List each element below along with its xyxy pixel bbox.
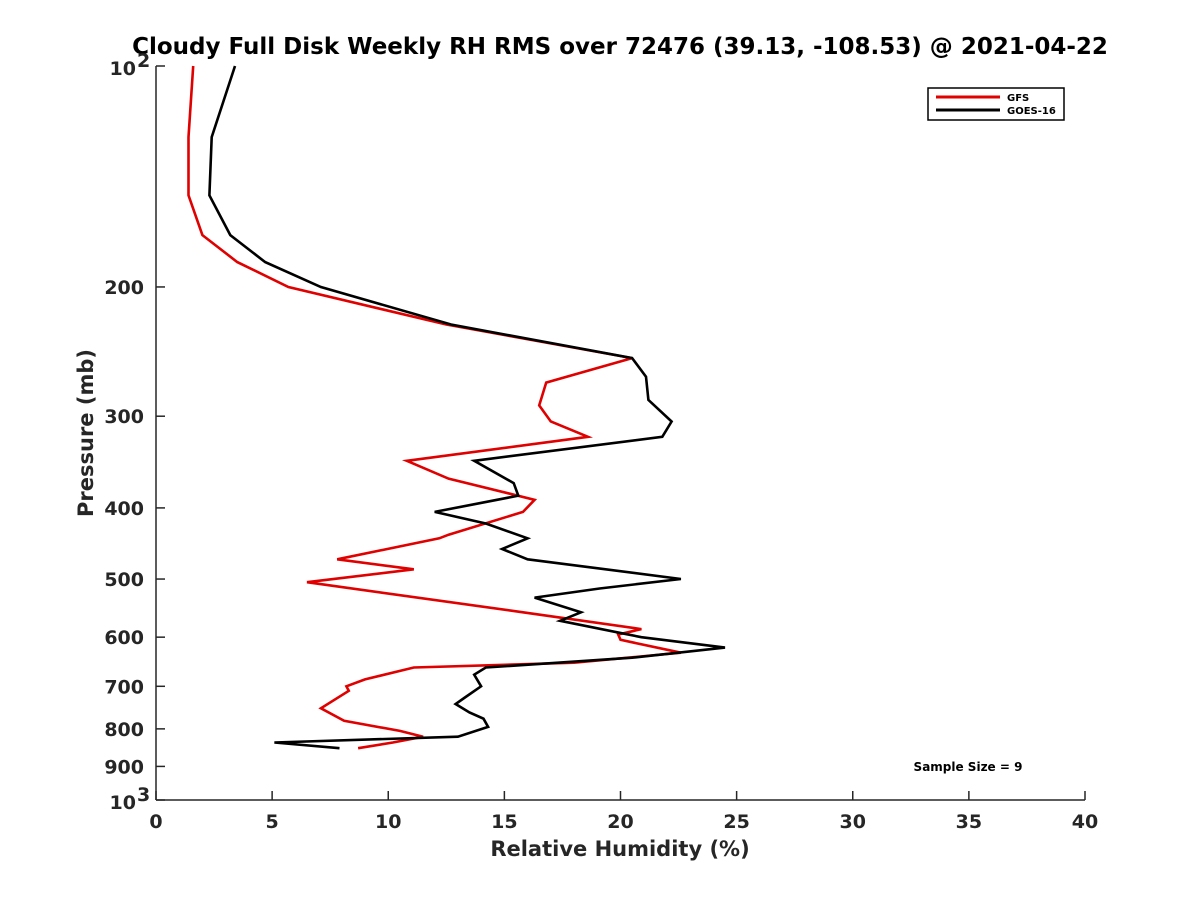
x-axis: 0 5 10 15 20 25 30 35 40 (149, 791, 1098, 833)
legend: GFS GOES-16 (927, 87, 1065, 121)
legend-label-gfs: GFS (1007, 93, 1029, 104)
y-tick-label: 700 (104, 676, 144, 698)
x-tick-label: 30 (840, 811, 866, 833)
series-line-gfs (187, 65, 682, 750)
series-group (187, 65, 726, 750)
legend-box (927, 87, 1065, 121)
x-tick-label: 20 (607, 811, 633, 833)
y-tick-exponent: 2 (137, 50, 150, 72)
y-tick-label: 10 (110, 792, 136, 814)
x-tick-label: 25 (723, 811, 749, 833)
y-tick-label: 10 (110, 58, 136, 80)
y-tick-label: 500 (104, 569, 144, 591)
y-tick-label: 600 (104, 627, 144, 649)
y-axis-label: Pressure (mb) (74, 349, 98, 517)
series-line-goes16 (208, 65, 726, 750)
legend-label-goes16: GOES-16 (1007, 106, 1056, 117)
y-tick-label: 300 (104, 406, 144, 428)
x-tick-label: 5 (266, 811, 279, 833)
plot-area (155, 66, 1085, 801)
x-tick-label: 15 (491, 811, 517, 833)
sample-size-annotation: Sample Size = 9 (914, 760, 1023, 774)
y-tick-label: 800 (104, 719, 144, 741)
x-tick-label: 35 (956, 811, 982, 833)
y-tick-label: 400 (104, 498, 144, 520)
x-axis-label: Relative Humidity (%) (490, 837, 749, 861)
x-tick-label: 10 (375, 811, 401, 833)
y-tick-exponent: 3 (137, 784, 150, 806)
chart-title: Cloudy Full Disk Weekly RH RMS over 7247… (132, 34, 1108, 60)
x-tick-label: 40 (1072, 811, 1098, 833)
x-tick-label: 0 (149, 811, 162, 833)
y-tick-label: 200 (104, 277, 144, 299)
y-tick-label: 900 (104, 756, 144, 778)
